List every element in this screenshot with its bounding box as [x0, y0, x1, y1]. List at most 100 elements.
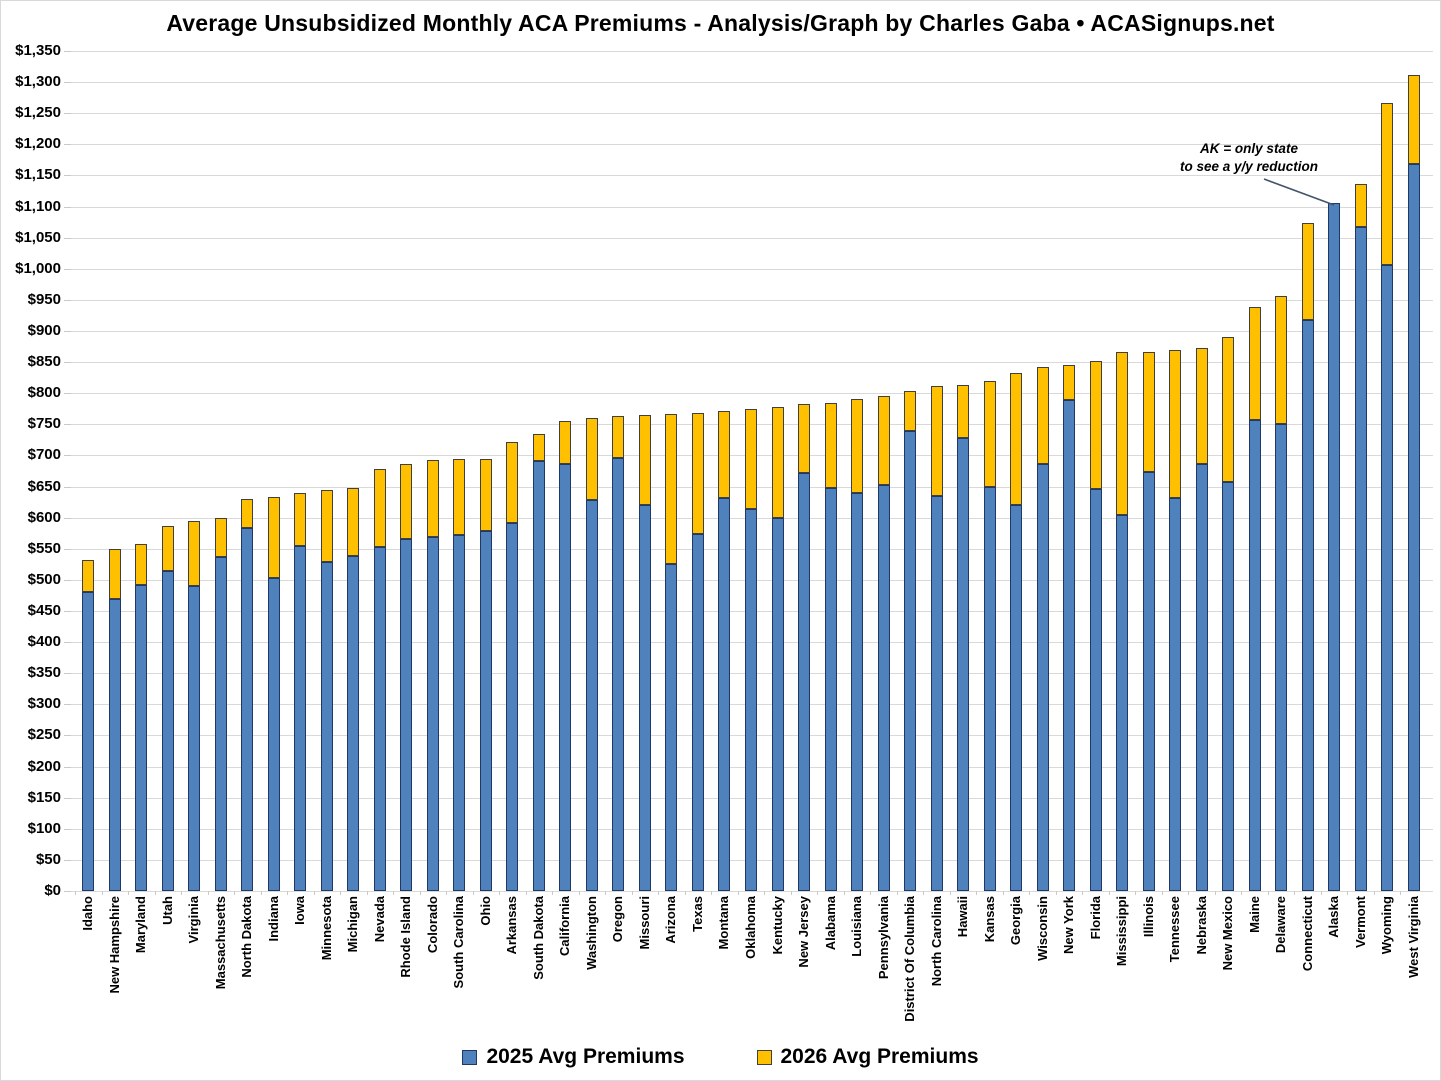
category-tick [605, 891, 607, 895]
y-tick-350 [64, 673, 71, 675]
x-axis-label-nebraska: Nebraska [1193, 896, 1209, 955]
bar-2025-florida [1089, 489, 1102, 891]
legend-swatch-2026-avg-premiums [756, 1049, 772, 1065]
bar-2025-oregon [612, 457, 625, 891]
bar-2026-oklahoma [745, 408, 757, 509]
y-axis-label-1050: $1,050 [15, 228, 61, 246]
bar-2026-montana [718, 410, 731, 499]
gridline-1350 [71, 51, 1433, 52]
bar-2025-arkansas [506, 523, 519, 891]
x-axis-label-louisiana: Louisiana [849, 896, 865, 957]
x-axis-label-arizona: Arizona [663, 896, 679, 944]
x-axis-label-florida: Florida [1087, 896, 1103, 940]
bar-2025-north-carolina [930, 495, 943, 891]
category-tick [1347, 891, 1349, 895]
category-tick [366, 891, 368, 895]
bar-2025-new-hampshire [108, 599, 121, 891]
bar-2026-new-hampshire [108, 548, 121, 600]
bar-2026-nevada [373, 469, 386, 547]
x-axis-label-virginia: Virginia [186, 896, 202, 944]
gridline-850 [71, 362, 1433, 364]
category-tick [1373, 891, 1375, 895]
gridline-0 [71, 891, 1433, 892]
x-axis-label-california: California [557, 896, 573, 956]
bar-2026-alabama [824, 402, 837, 488]
bar-2026-west-virginia [1407, 74, 1420, 164]
y-axis-label-150: $150 [27, 788, 61, 806]
category-tick [128, 891, 130, 895]
x-axis-label-montana: Montana [716, 896, 732, 950]
y-axis-label-100: $100 [27, 819, 61, 837]
category-tick [525, 891, 527, 895]
bar-2026-idaho [82, 559, 95, 592]
y-tick-1300 [64, 82, 71, 84]
bar-2026-louisiana [851, 399, 864, 493]
bar-2026-california [559, 421, 572, 465]
x-axis-label-connecticut: Connecticut [1299, 896, 1315, 972]
bar-2025-illinois [1142, 471, 1155, 891]
y-axis-label-800: $800 [27, 384, 61, 402]
x-axis-label-north-dakota: North Dakota [239, 896, 255, 978]
y-axis-label-0: $0 [44, 882, 61, 899]
x-axis-label-oregon: Oregon [610, 896, 626, 943]
y-axis-label-750: $750 [27, 415, 61, 433]
gridline-800 [71, 393, 1433, 395]
gridline-1000 [71, 268, 1433, 270]
category-tick [340, 891, 342, 895]
y-axis-label-850: $850 [27, 353, 61, 371]
bar-2025-north-dakota [241, 527, 254, 891]
bar-2026-wyoming [1381, 103, 1394, 266]
x-axis-label-pennsylvania: Pennsylvania [875, 896, 891, 980]
chart-title: Average Unsubsidized Monthly ACA Premium… [166, 10, 1275, 36]
category-tick [949, 891, 951, 895]
x-axis-label-indiana: Indiana [265, 896, 281, 942]
bar-2025-kentucky [771, 517, 784, 891]
y-tick-250 [64, 735, 71, 737]
x-axis-label-new-york: New York [1061, 896, 1077, 955]
y-tick-300 [64, 704, 71, 706]
alaska-annotation: AK = only state to see a y/y reduction [1151, 140, 1347, 176]
bar-2025-virginia [188, 586, 201, 891]
bar-2025-massachusetts [214, 557, 227, 891]
gridline-1250 [71, 113, 1433, 115]
bar-2025-alabama [824, 487, 837, 891]
gridline-1200 [71, 144, 1433, 146]
x-axis-label-new-jersey: New Jersey [796, 896, 812, 968]
y-tick-1050 [64, 237, 71, 239]
bar-2026-michigan [347, 488, 360, 556]
category-tick [446, 891, 448, 895]
bar-2025-new-jersey [798, 472, 811, 891]
x-axis-label-alabama: Alabama [822, 896, 838, 951]
category-tick [1029, 891, 1031, 895]
category-tick [1267, 891, 1269, 895]
bar-2025-kansas [983, 487, 996, 891]
y-tick-850 [64, 362, 71, 364]
bar-2026-district-of-columbia [904, 391, 917, 432]
bar-2026-new-york [1063, 365, 1076, 401]
x-axis-label-colorado: Colorado [424, 896, 440, 954]
y-tick-450 [64, 611, 71, 612]
x-axis-label-oklahoma: Oklahoma [743, 896, 758, 959]
x-axis-label-north-carolina: North Carolina [928, 896, 944, 987]
y-axis-label-200: $200 [27, 757, 61, 775]
category-tick [817, 891, 819, 895]
y-axis-label-1300: $1,300 [15, 73, 61, 91]
category-tick [181, 891, 183, 895]
bar-2025-california [559, 464, 572, 891]
category-tick [578, 891, 580, 895]
bar-2026-florida [1089, 361, 1102, 490]
x-axis-label-wyoming: Wyoming [1379, 896, 1395, 955]
bar-2025-missouri [638, 504, 651, 891]
bar-2026-new-mexico [1222, 337, 1235, 483]
bar-2026-indiana [267, 496, 280, 578]
bar-2025-texas [691, 534, 704, 891]
x-axis-label-district-of-columbia: District Of Columbia [902, 896, 918, 1022]
x-axis-label-hawaii: Hawaii [955, 896, 971, 938]
bar-2026-utah [161, 525, 174, 571]
x-axis-label-massachusetts: Massachusetts [212, 896, 228, 990]
category-tick [843, 891, 845, 895]
alaska-annotation-line1: AK = only state [1200, 141, 1298, 156]
y-axis-label-1100: $1,100 [15, 197, 61, 215]
y-tick-1250 [64, 113, 71, 115]
bar-2025-indiana [267, 578, 280, 891]
